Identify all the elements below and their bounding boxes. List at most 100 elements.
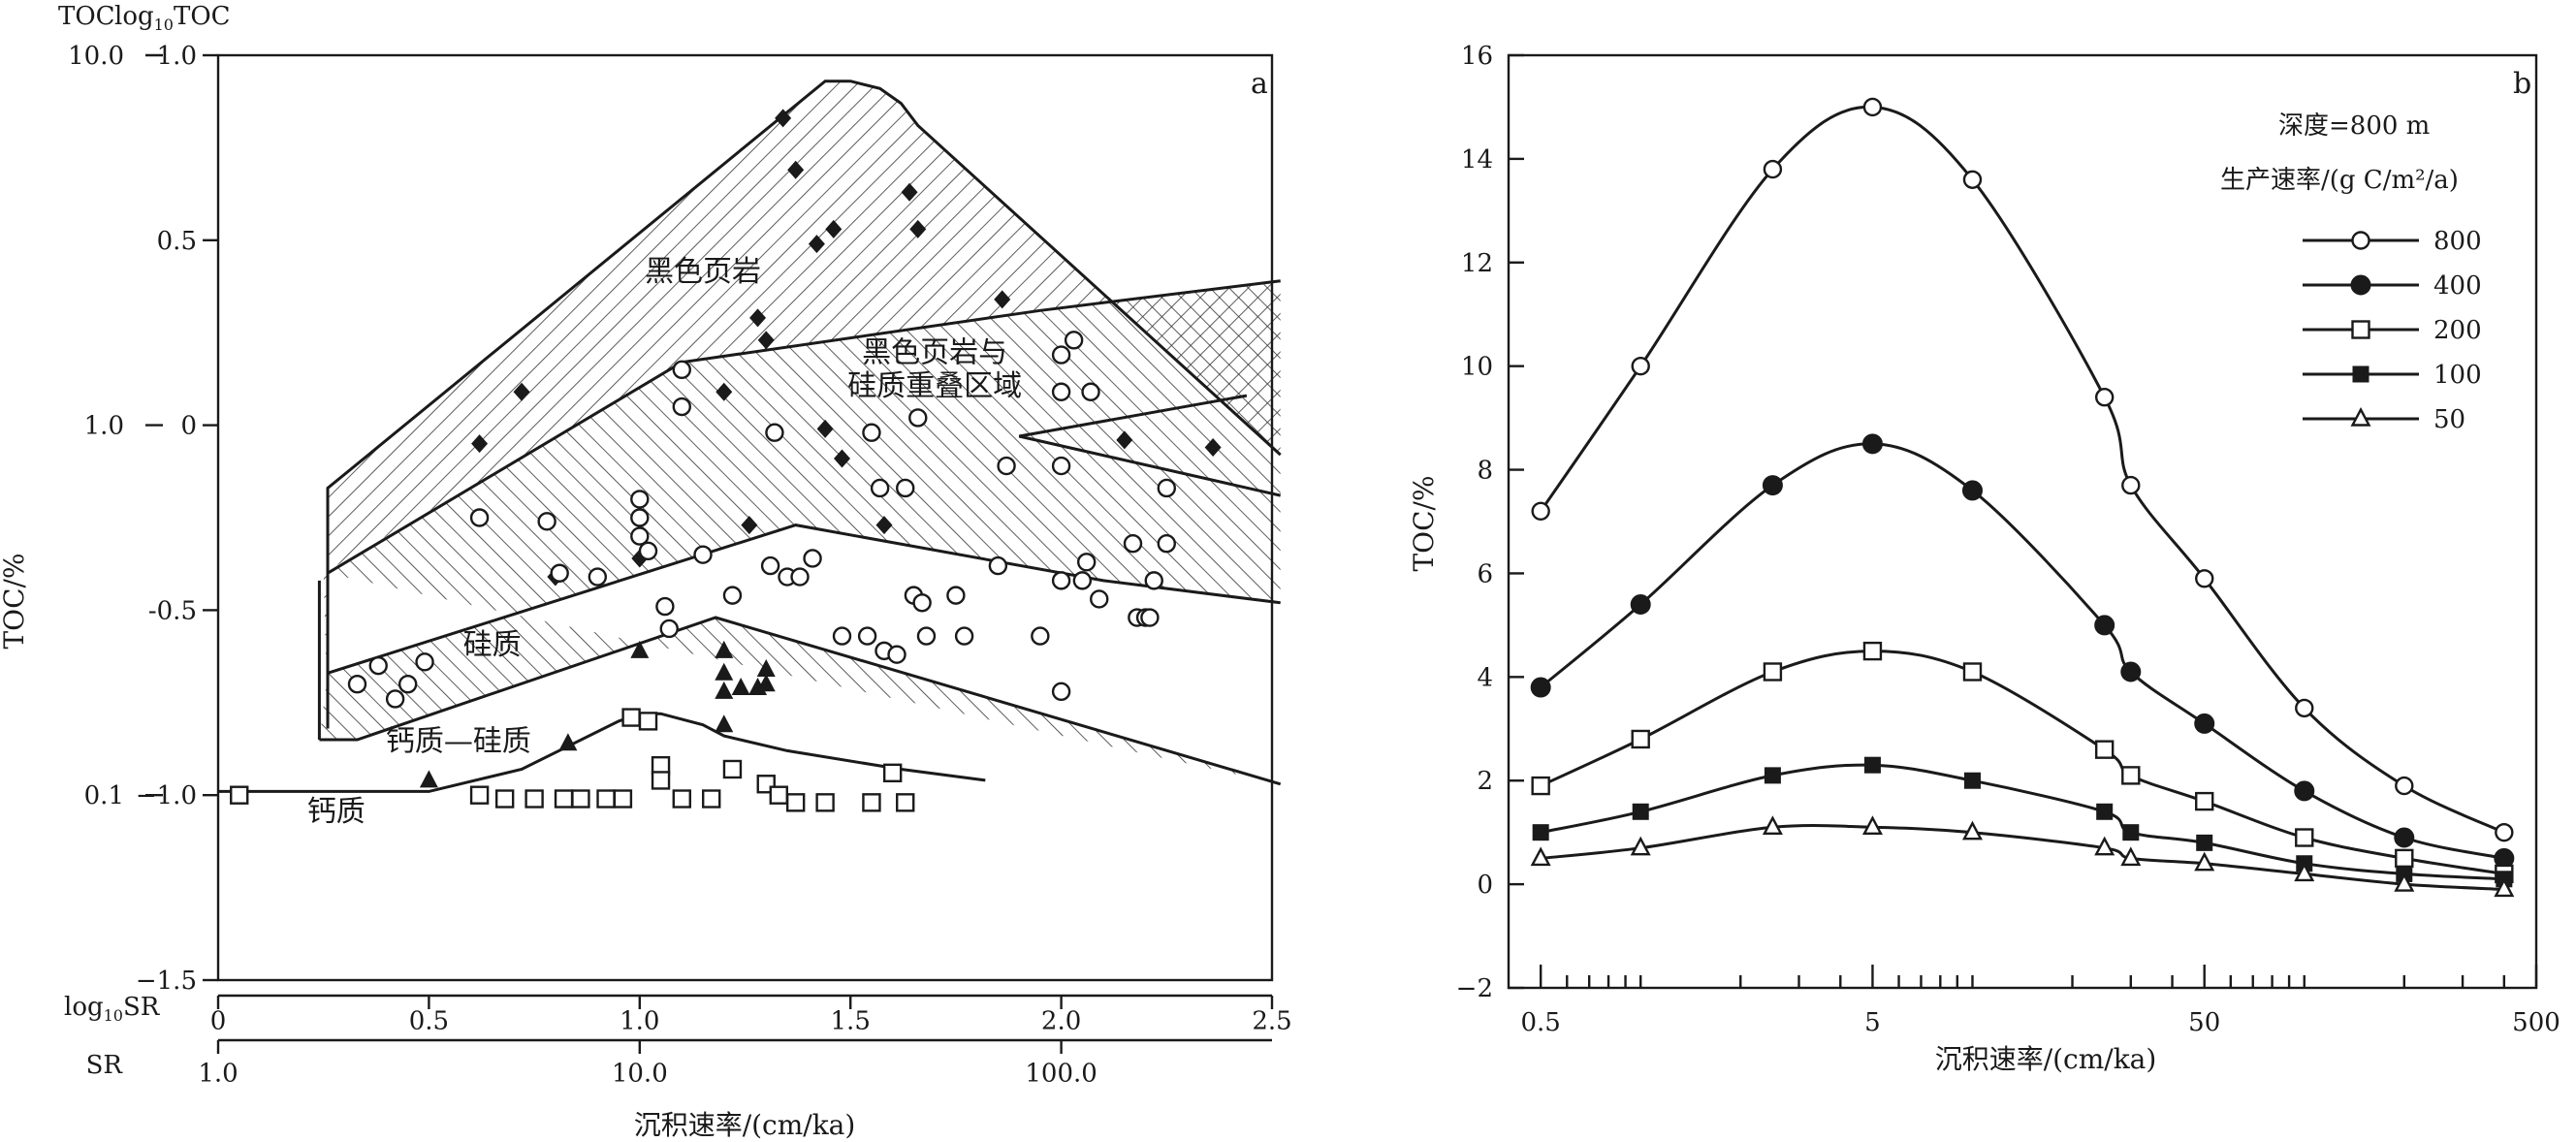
point-calcareous-siliceous-5 <box>715 681 734 699</box>
point-calcareous-4 <box>554 789 574 809</box>
legend-title-depth: 深度=800 m <box>2278 111 2430 141</box>
b-y-tick-label: 8 <box>1477 457 1493 486</box>
series-200-point-8 <box>2295 828 2314 847</box>
point-siliceous-16 <box>672 360 691 380</box>
b-y-tick-label: 2 <box>1477 767 1493 796</box>
log-toc-tick-label: 1.0 <box>157 42 197 71</box>
point-calcareous-13 <box>702 789 721 809</box>
region-boundary-1 <box>327 279 1281 575</box>
point-siliceous-18 <box>722 586 743 605</box>
point-black-shale-17 <box>994 290 1011 309</box>
series-800-point-2 <box>1763 159 1783 179</box>
series-200-point-3 <box>1862 641 1883 661</box>
toc-tick-label: 0.1 <box>84 781 124 810</box>
b-y-tick-label: 10 <box>1461 353 1493 382</box>
point-black-shale-7 <box>757 331 775 350</box>
b-y-tick-label: −2 <box>1456 974 1493 1003</box>
log-toc-tick-label: −1.0 <box>136 781 197 810</box>
series-50-point-6 <box>2120 846 2142 867</box>
point-siliceous-3 <box>398 675 418 694</box>
series-50-point-8 <box>2294 862 2315 882</box>
b-y-tick-label: 0 <box>1477 871 1493 900</box>
point-calcareous-11 <box>651 771 671 790</box>
panel-a-x-title: 沉积速率/(cm/ka) <box>634 1109 856 1141</box>
point-black-shale-15 <box>901 182 918 202</box>
point-siliceous-39 <box>1031 626 1050 646</box>
legend-label-50: 50 <box>2433 405 2465 434</box>
panel-a-x-sr-name: SR <box>86 1051 124 1080</box>
series-50-point-9 <box>2394 872 2415 892</box>
panel-b-series <box>1530 97 2515 898</box>
series-100-point-7 <box>2196 834 2213 851</box>
series-400-point-4 <box>1961 480 1983 501</box>
legend-marker-100 <box>2352 365 2369 383</box>
panel-a-label: a <box>1251 67 1268 101</box>
region-label-0: 黑色页岩 <box>645 255 761 289</box>
point-black-shale-6 <box>749 308 767 328</box>
point-siliceous-41 <box>1051 345 1071 365</box>
region-boundary-6 <box>1018 394 1248 438</box>
panel-a-x-log-name: log10SR <box>64 993 161 1025</box>
series-200 <box>1531 641 2514 884</box>
point-calcareous-12 <box>672 789 691 809</box>
legend-label-200: 200 <box>2433 316 2482 345</box>
point-siliceous-24 <box>832 626 852 646</box>
region-boundary-4 <box>327 523 1281 675</box>
toc-tick-label: 1.0 <box>84 412 124 441</box>
point-black-shale-18 <box>1116 430 1133 450</box>
point-calcareous-siliceous-0 <box>419 770 438 788</box>
point-siliceous-19 <box>760 555 780 576</box>
point-siliceous-5 <box>469 508 490 527</box>
point-black-shale-14 <box>875 516 893 535</box>
point-calcareous-7 <box>613 789 633 809</box>
series-200-point-7 <box>2195 791 2214 811</box>
series-400-point-6 <box>2120 661 2142 682</box>
point-siliceous-34 <box>916 626 937 646</box>
region-label-3: 硅质 <box>463 628 522 662</box>
panel-a-top-toc-label: TOC <box>58 2 115 31</box>
b-x-tick-label: 0.5 <box>1520 1008 1560 1037</box>
series-50-point-0 <box>1530 846 1551 867</box>
log-sr-tick-label: 0.5 <box>409 1006 449 1035</box>
toc-tick-label: 10.0 <box>68 42 124 71</box>
series-400-point-3 <box>1861 433 1883 455</box>
panel-b-x-title: 沉积速率/(cm/ka) <box>1935 1043 2157 1075</box>
legend-item-50: 50 <box>2303 405 2465 434</box>
point-calcareous-14 <box>722 759 743 779</box>
log-sr-tick-label: 1.5 <box>831 1006 871 1035</box>
legend-label-800: 800 <box>2433 227 2482 256</box>
b-y-tick-label: 12 <box>1461 249 1493 278</box>
point-siliceous-23 <box>803 549 822 568</box>
point-calcareous-3 <box>525 789 544 809</box>
point-calcareous-21 <box>896 793 915 812</box>
point-calcareous-siliceous-7 <box>731 678 750 696</box>
panel-b-frame <box>1507 53 2538 990</box>
point-calcareous-siliceous-10 <box>756 674 776 692</box>
point-calcareous-19 <box>862 793 881 812</box>
point-calcareous-siliceous-1 <box>558 733 578 751</box>
point-siliceous-53 <box>1140 608 1160 627</box>
b-y-tick-label: 4 <box>1477 663 1493 692</box>
point-siliceous-8 <box>588 567 608 587</box>
series-line-400 <box>1540 442 2505 860</box>
series-line-800 <box>1539 105 2505 835</box>
point-siliceous-4 <box>415 652 434 672</box>
point-siliceous-46 <box>1072 571 1093 590</box>
point-calcareous-siliceous-4 <box>715 662 734 681</box>
point-calcareous-5 <box>571 789 590 809</box>
point-black-shale-19 <box>1204 437 1222 457</box>
panel-a-top-logtoc-label: log10TOC <box>114 2 231 34</box>
point-siliceous-7 <box>550 563 569 583</box>
point-black-shale-11 <box>825 219 843 238</box>
series-400-point-8 <box>2294 780 2315 802</box>
series-200-point-2 <box>1763 662 1783 682</box>
region-boundary-3 <box>319 616 1282 786</box>
panel-b-axes: −2 0 2 4 6 8 10 12 14 16 0.5 5 50 500 <box>1456 42 2560 1037</box>
point-siliceous-29 <box>887 645 906 664</box>
point-siliceous-56 <box>1157 478 1177 498</box>
log-toc-tick-label: 0.5 <box>157 227 197 256</box>
series-200-point-1 <box>1631 729 1650 749</box>
region-label-5: 钙质 <box>307 795 366 829</box>
